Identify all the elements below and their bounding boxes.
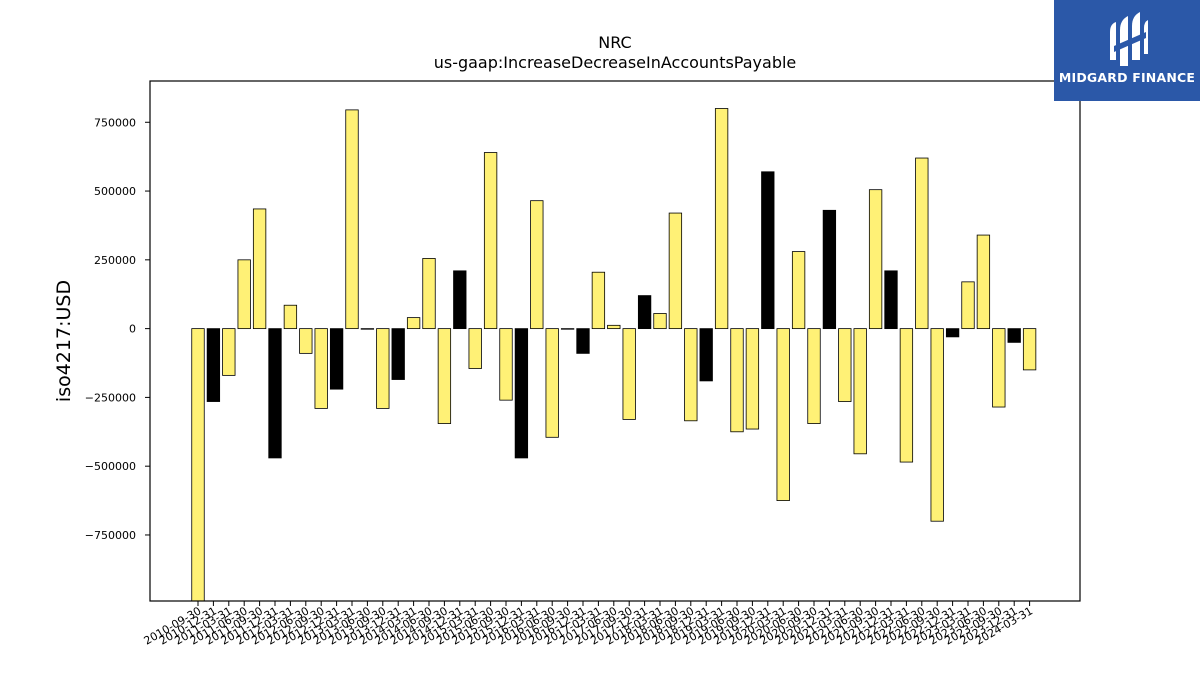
bar-2018-12-31 (699, 328, 713, 382)
bar-2012-09-30 (314, 328, 328, 409)
bar-2013-03-31 (345, 109, 359, 330)
bar-2014-06-30 (422, 258, 436, 330)
bar-2019-09-30 (745, 328, 760, 430)
bar-2022-12-31 (945, 328, 960, 338)
bar-2023-09-30 (992, 328, 1006, 408)
bar-2011-03-31 (222, 328, 236, 376)
bar-2017-06-30 (607, 324, 621, 330)
y-tick-label: 250000 (94, 254, 136, 267)
y-tick-label: −250000 (85, 391, 136, 404)
plot-frame (149, 80, 1081, 602)
bar-2017-03-31 (591, 271, 606, 330)
bar-2012-03-31 (283, 304, 298, 330)
bar-2016-12-31 (576, 328, 590, 354)
bar-2011-09-30 (252, 208, 267, 330)
bar-2023-12-31 (1007, 328, 1021, 343)
bar-2019-06-30 (730, 328, 744, 433)
bar-2015-06-30 (483, 152, 498, 330)
bar-2014-12-31 (453, 270, 467, 330)
bar-2016-06-30 (545, 328, 559, 438)
y-tick-label: −750000 (85, 529, 136, 542)
bar-2021-06-30 (853, 328, 867, 455)
bar-2013-06-30 (360, 328, 375, 330)
bar-2021-03-31 (838, 328, 852, 402)
chart-subtitle: us-gaap:IncreaseDecreaseInAccountsPayabl… (434, 53, 797, 72)
bar-2013-09-30 (376, 328, 390, 409)
bar-2012-06-30 (299, 328, 313, 354)
bar-2020-12-31 (822, 209, 837, 330)
bar-2014-09-30 (437, 328, 452, 424)
bar-2012-12-31 (329, 328, 344, 390)
bar-2018-06-30 (668, 212, 683, 330)
bar-2015-09-30 (499, 328, 513, 401)
y-tick-label: 0 (129, 323, 136, 336)
y-tick-label: 500000 (94, 185, 136, 198)
bar-2020-03-31 (776, 328, 790, 501)
bar-2019-12-31 (761, 171, 775, 330)
y-tick-label: −500000 (85, 460, 136, 473)
logo-text: MIDGARD FINANCE (1058, 70, 1196, 85)
bar-2010-12-31 (206, 328, 221, 402)
bar-2016-03-31 (530, 200, 544, 330)
bar-2017-09-30 (622, 328, 636, 420)
bar-2015-12-31 (514, 328, 529, 459)
bar-2011-12-31 (268, 328, 282, 459)
bar-2015-03-31 (468, 328, 482, 369)
bar-2018-09-30 (684, 328, 698, 422)
bar-2022-09-30 (930, 328, 944, 522)
bar-2022-03-31 (899, 328, 914, 463)
bar-2014-03-31 (406, 317, 421, 330)
bars-group (191, 108, 1037, 602)
bar-2016-09-30 (560, 328, 575, 330)
bar-2023-03-31 (961, 281, 975, 330)
bar-2020-09-30 (807, 328, 821, 424)
bar-2019-03-31 (714, 108, 729, 330)
bar-2010-09-30 (191, 328, 205, 602)
x-axis-ticks: 2010-09-302010-12-312011-03-312011-06-30… (142, 601, 1035, 648)
midgard-finance-logo: MIDGARD FINANCE (1054, 0, 1200, 101)
bar-2013-12-31 (391, 328, 405, 380)
bar-2023-06-30 (976, 234, 991, 330)
bar-2021-12-31 (884, 270, 898, 330)
bar-2011-06-30 (237, 259, 251, 330)
bar-2020-06-30 (791, 251, 806, 330)
y-axis-label: iso4217:USD (53, 280, 75, 402)
bar-2021-09-30 (868, 189, 883, 330)
y-axis-ticks: −750000 −500000 −250000 0 250000 500000 750000 (85, 116, 150, 542)
bar-2017-12-31 (637, 295, 652, 330)
bar-2022-06-30 (915, 157, 929, 330)
chart-title: NRC (598, 33, 631, 52)
bar-2018-03-31 (653, 313, 667, 330)
midgard-logo-icon (1110, 12, 1148, 66)
y-tick-label: 750000 (94, 116, 136, 129)
bar-2024-03-31 (1022, 328, 1037, 371)
